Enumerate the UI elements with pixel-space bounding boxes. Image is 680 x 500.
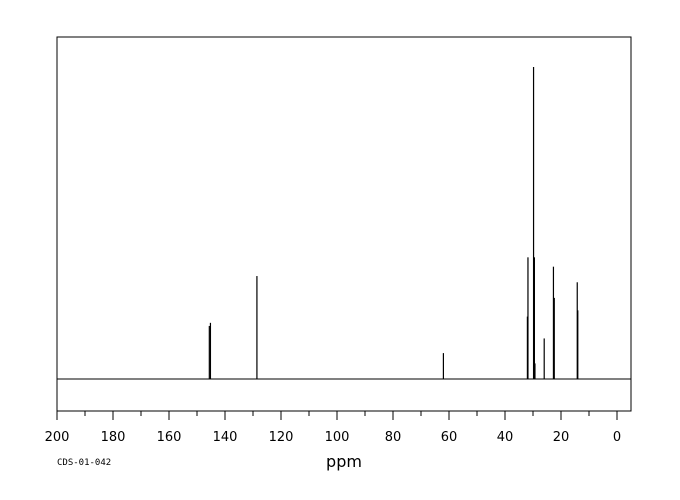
tick-label: 160: [157, 430, 182, 445]
tick-label: 100: [325, 430, 350, 445]
x-axis-label: ppm: [326, 452, 362, 471]
tick-label: 20: [553, 430, 570, 445]
tick-label: 0: [613, 430, 621, 445]
tick-label: 60: [441, 430, 458, 445]
sample-code: CDS-01-042: [57, 458, 111, 468]
tick-label: 120: [269, 430, 294, 445]
tick-label: 80: [385, 430, 402, 445]
tick-label: 200: [45, 430, 70, 445]
tick-label: 180: [101, 430, 126, 445]
plot-frame: [56, 36, 632, 412]
x-axis-ticks: [56, 411, 618, 420]
tick-label: 140: [213, 430, 238, 445]
tick-label: 40: [497, 430, 514, 445]
spectrum-peaks: [208, 67, 579, 379]
x-axis-tick-labels: 200 180 160 140 120 100 80 60 40 20 0: [45, 430, 622, 445]
